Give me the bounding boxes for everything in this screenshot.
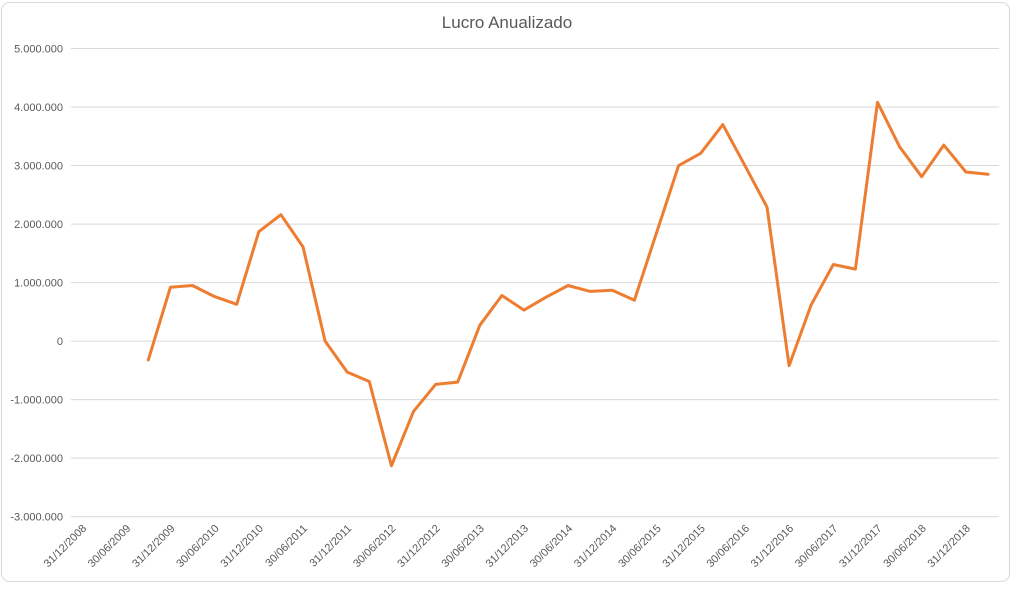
y-axis-tick-label: 3.000.000: [14, 161, 63, 173]
data-series-line[interactable]: [146, 100, 990, 468]
gridlines: [71, 48, 999, 518]
chart-border: [1, 2, 1010, 582]
y-axis-tick-label: 1.000.000: [14, 278, 63, 290]
y-axis-tick-label: -1.000.000: [10, 395, 63, 407]
y-axis-tick-label: 0: [57, 336, 63, 348]
y-axis-tick-label: 2.000.000: [14, 219, 63, 231]
chart-title[interactable]: Lucro Anualizado: [442, 13, 572, 32]
y-axis-tick-label: 4.000.000: [14, 102, 63, 114]
y-axis[interactable]: 5.000.000 4.000.000 3.000.000 2.000.000 1.00…: [10, 44, 63, 524]
y-axis-tick-label: 5.000.000: [14, 44, 63, 56]
y-axis-tick-label: -3.000.000: [10, 512, 63, 524]
y-axis-tick-label: -2.000.000: [10, 453, 63, 465]
